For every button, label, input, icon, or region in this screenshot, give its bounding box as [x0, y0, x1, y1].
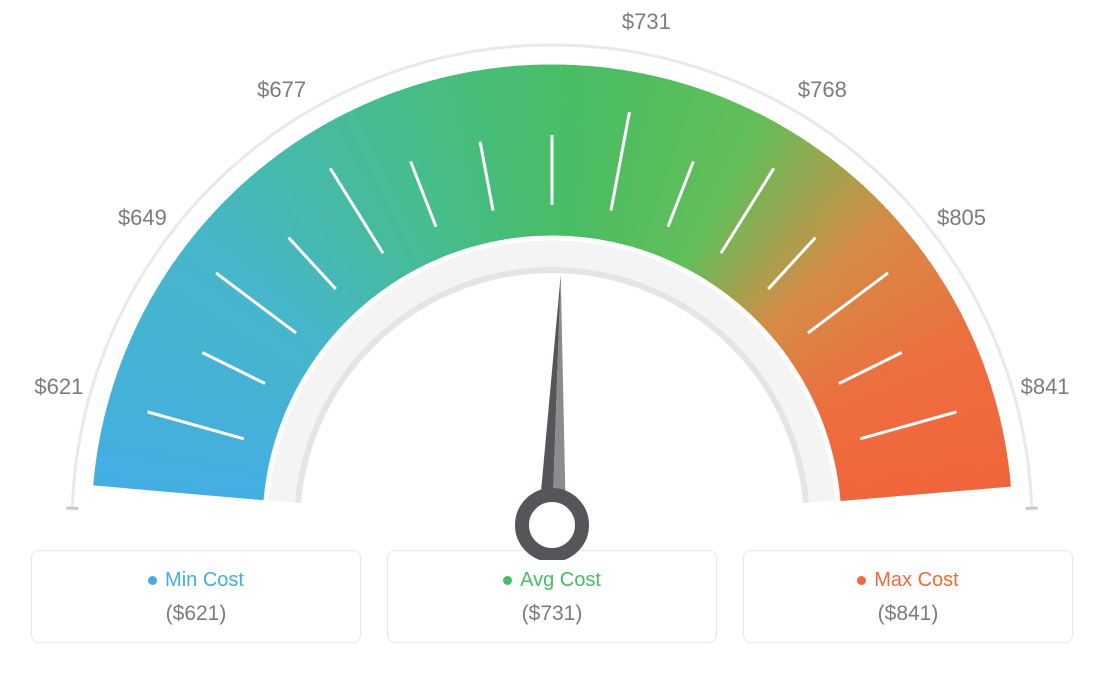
legend-title-avg: Avg Cost: [503, 569, 601, 592]
legend-title-min: Min Cost: [148, 569, 244, 592]
legend-dot-avg: [503, 576, 512, 585]
legend-card-max: Max Cost ($841): [743, 550, 1073, 643]
legend-label-max: Max Cost: [874, 569, 958, 592]
gauge-tick-label: $677: [257, 77, 306, 103]
gauge-tick-label: $768: [798, 77, 847, 103]
gauge-tick-label: $841: [1021, 374, 1070, 400]
legend-value-avg: ($731): [522, 602, 583, 626]
gauge-svg: [22, 20, 1082, 560]
gauge-tick-label: $621: [34, 374, 83, 400]
legend-value-min: ($621): [166, 602, 227, 626]
legend-dot-min: [148, 576, 157, 585]
legend-value-max: ($841): [878, 602, 939, 626]
legend-dot-max: [857, 576, 866, 585]
legend-label-avg: Avg Cost: [520, 569, 601, 592]
chart-container: $621 $649 $677 $731 $768 $805 $841 Min Cost ($…: [0, 0, 1104, 690]
gauge-tick-label: $649: [118, 205, 167, 231]
gauge-tick-label: $805: [937, 205, 986, 231]
legend-card-min: Min Cost ($621): [31, 550, 361, 643]
gauge-chart: $621$649$677$731$768$805$841: [22, 20, 1082, 560]
legend-card-avg: Avg Cost ($731): [387, 550, 717, 643]
gauge-tick-label: $731: [622, 9, 671, 35]
legend-row: Min Cost ($621) Avg Cost ($731) Max Cost…: [0, 550, 1104, 643]
legend-title-max: Max Cost: [857, 569, 958, 592]
legend-label-min: Min Cost: [165, 569, 244, 592]
